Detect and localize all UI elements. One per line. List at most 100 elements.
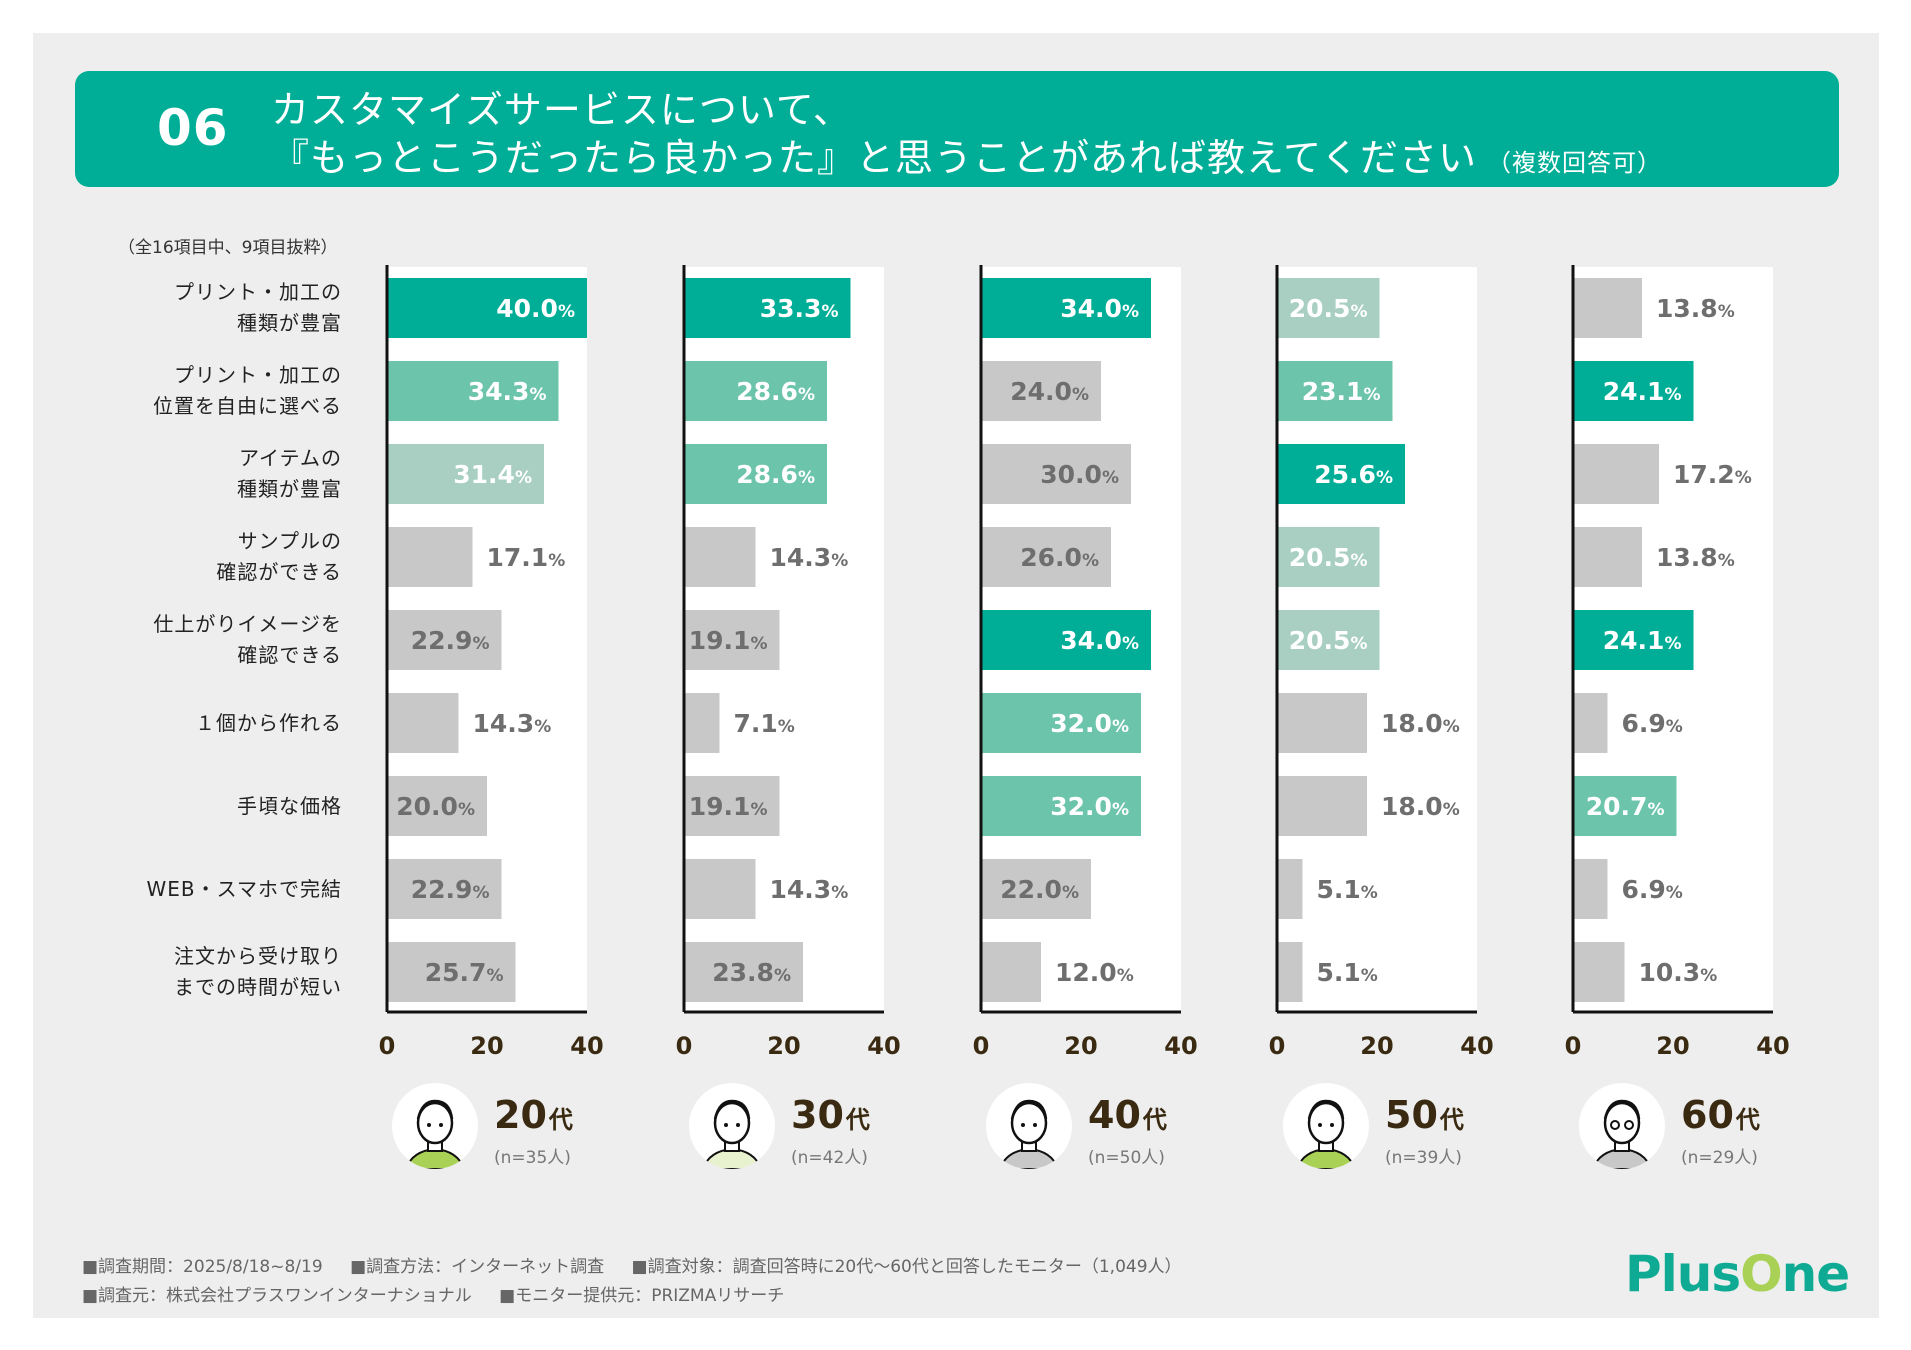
data-label: 28.6% xyxy=(736,460,815,489)
data-label: 26.0% xyxy=(1020,543,1099,572)
data-label: 34.0% xyxy=(1060,294,1139,323)
data-label: 23.1% xyxy=(1302,377,1381,406)
x-tick-label: 20 xyxy=(767,1032,800,1060)
age-number: 50 xyxy=(1385,1093,1438,1137)
question-header: 06 カスタマイズサービスについて、 『もっとこうだったら良かった』と思うことが… xyxy=(75,71,1839,187)
sample-size: (n=29人) xyxy=(1681,1148,1758,1168)
data-label: 33.3% xyxy=(760,294,839,323)
category-label: アイテムの 種類が豊富 xyxy=(237,446,342,501)
age-number: 20 xyxy=(494,1093,547,1137)
bar xyxy=(684,859,756,919)
data-label: 24.1% xyxy=(1603,626,1682,655)
bar xyxy=(1573,610,1694,670)
data-label: 32.0% xyxy=(1050,709,1129,738)
data-label: 22.9% xyxy=(411,875,490,904)
x-tick-label: 20 xyxy=(1064,1032,1097,1060)
category-label: 仕上がりイメージを 確認できる xyxy=(153,612,342,667)
x-tick-label: 40 xyxy=(867,1032,900,1060)
bar xyxy=(684,444,827,504)
man-collar-icon xyxy=(986,1083,1072,1169)
x-tick-label: 40 xyxy=(1164,1032,1197,1060)
category-label: １個から作れる xyxy=(195,710,342,735)
bar xyxy=(684,278,851,338)
data-label: 32.0% xyxy=(1050,792,1129,821)
data-label: 20.5% xyxy=(1289,294,1368,323)
x-tick-label: 20 xyxy=(470,1032,503,1060)
bar xyxy=(1277,610,1380,670)
bar xyxy=(981,278,1151,338)
data-label: 17.1% xyxy=(487,543,566,572)
bar xyxy=(387,776,487,836)
data-label: 14.3% xyxy=(770,543,849,572)
data-label: 22.9% xyxy=(411,626,490,655)
x-tick-label: 0 xyxy=(676,1032,693,1060)
category-label: WEB・スマホで完結 xyxy=(146,876,342,901)
age-suffix: 代 xyxy=(1735,1106,1760,1134)
bar xyxy=(387,278,587,338)
x-tick-label: 0 xyxy=(1565,1032,1582,1060)
survey-period: ■調査期間：2025/8/18~8/19 xyxy=(82,1257,323,1277)
age-group-label: 60代 xyxy=(1681,1093,1760,1137)
age-number: 30 xyxy=(791,1093,844,1137)
bar xyxy=(387,859,502,919)
bar xyxy=(1277,527,1380,587)
data-label: 34.3% xyxy=(468,377,547,406)
logo-text-o: O xyxy=(1740,1245,1783,1303)
data-label: 14.3% xyxy=(473,709,552,738)
data-label: 31.4% xyxy=(453,460,532,489)
x-tick-label: 0 xyxy=(1269,1032,1286,1060)
bar xyxy=(1573,444,1659,504)
question-title-text: 『もっとこうだったら良かった』と思うことがあれば教えてください xyxy=(271,136,1477,180)
bar xyxy=(684,693,720,753)
bar xyxy=(387,942,516,1002)
bar xyxy=(387,444,544,504)
data-label: 22.0% xyxy=(1000,875,1079,904)
bar xyxy=(684,610,780,670)
data-label: 30.0% xyxy=(1040,460,1119,489)
bar xyxy=(1573,527,1642,587)
bar xyxy=(684,942,803,1002)
bar xyxy=(1573,361,1694,421)
bar xyxy=(387,361,559,421)
x-tick-label: 20 xyxy=(1360,1032,1393,1060)
data-label: 20.5% xyxy=(1289,626,1368,655)
data-label: 25.7% xyxy=(425,958,504,987)
data-label: 34.0% xyxy=(1060,626,1139,655)
data-label: 5.1% xyxy=(1317,958,1378,987)
woman-ponytail-icon xyxy=(1283,1083,1369,1169)
bar xyxy=(981,942,1041,1002)
bar xyxy=(1277,859,1303,919)
category-label: プリント・加工の 位置を自由に選べる xyxy=(153,363,342,418)
bar xyxy=(981,859,1091,919)
bar xyxy=(684,527,756,587)
data-label: 28.6% xyxy=(736,377,815,406)
age-group-label: 40代 xyxy=(1088,1093,1167,1137)
woman-icon xyxy=(689,1083,775,1169)
x-tick-label: 40 xyxy=(570,1032,603,1060)
bar xyxy=(1573,859,1608,919)
bar xyxy=(981,693,1141,753)
data-label: 17.2% xyxy=(1673,460,1752,489)
data-label: 23.8% xyxy=(712,958,791,987)
data-label: 14.3% xyxy=(770,875,849,904)
bar xyxy=(387,693,459,753)
bar xyxy=(684,361,827,421)
question-number: 06 xyxy=(157,99,229,157)
data-label: 12.0% xyxy=(1055,958,1134,987)
data-label: 24.0% xyxy=(1010,377,1089,406)
x-tick-label: 40 xyxy=(1460,1032,1493,1060)
bar xyxy=(981,776,1141,836)
question-title-line2: 『もっとこうだったら良かった』と思うことがあれば教えてください （複数回答可） xyxy=(271,127,1662,182)
data-label: 20.5% xyxy=(1289,543,1368,572)
sample-size: (n=50人) xyxy=(1088,1148,1165,1168)
item-selection-note: （全16項目中、9項目抜粋） xyxy=(118,238,338,258)
bar xyxy=(1277,693,1367,753)
bar xyxy=(1573,278,1642,338)
data-label: 20.7% xyxy=(1586,792,1665,821)
logo-text-plus: Plus xyxy=(1625,1245,1741,1303)
survey-organizer: ■調査元：株式会社プラスワンインターナショナル xyxy=(82,1286,472,1306)
age-suffix: 代 xyxy=(548,1106,573,1134)
data-label: 18.0% xyxy=(1381,709,1460,738)
data-label: 5.1% xyxy=(1317,875,1378,904)
